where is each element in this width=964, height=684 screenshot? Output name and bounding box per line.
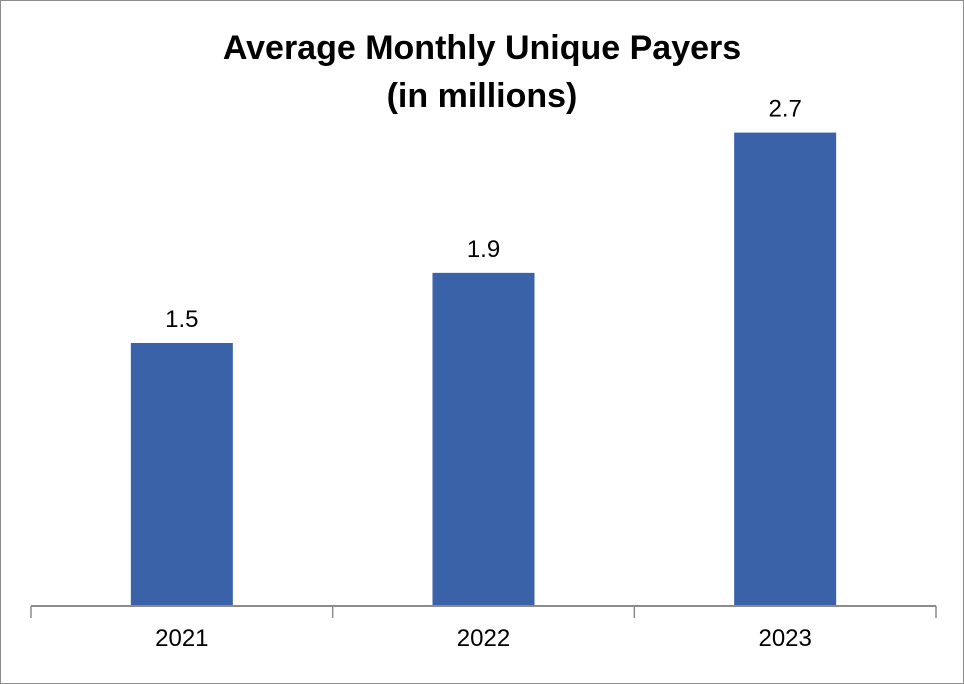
data-label-2021: 1.5 — [165, 306, 198, 333]
bar-2023 — [734, 132, 837, 606]
bar-2022 — [432, 272, 535, 606]
chart-title: Average Monthly Unique Payers (in millio… — [0, 24, 964, 120]
data-label-2022: 1.9 — [467, 236, 500, 263]
x-tick-label-2022: 2022 — [457, 625, 510, 652]
x-tick-label-2021: 2021 — [155, 625, 208, 652]
x-axis — [30, 605, 937, 618]
bar-2021 — [130, 343, 233, 606]
chart-subtitle-line: (in millions) — [386, 77, 578, 115]
x-tick-label-2023: 2023 — [758, 625, 811, 652]
labels-group: 1.5 2021 1.9 2022 2.7 2023 — [155, 96, 812, 652]
bars-group — [130, 132, 837, 606]
chart-title-line: Average Monthly Unique Payers — [222, 29, 742, 67]
data-label-2023: 2.7 — [768, 96, 801, 123]
